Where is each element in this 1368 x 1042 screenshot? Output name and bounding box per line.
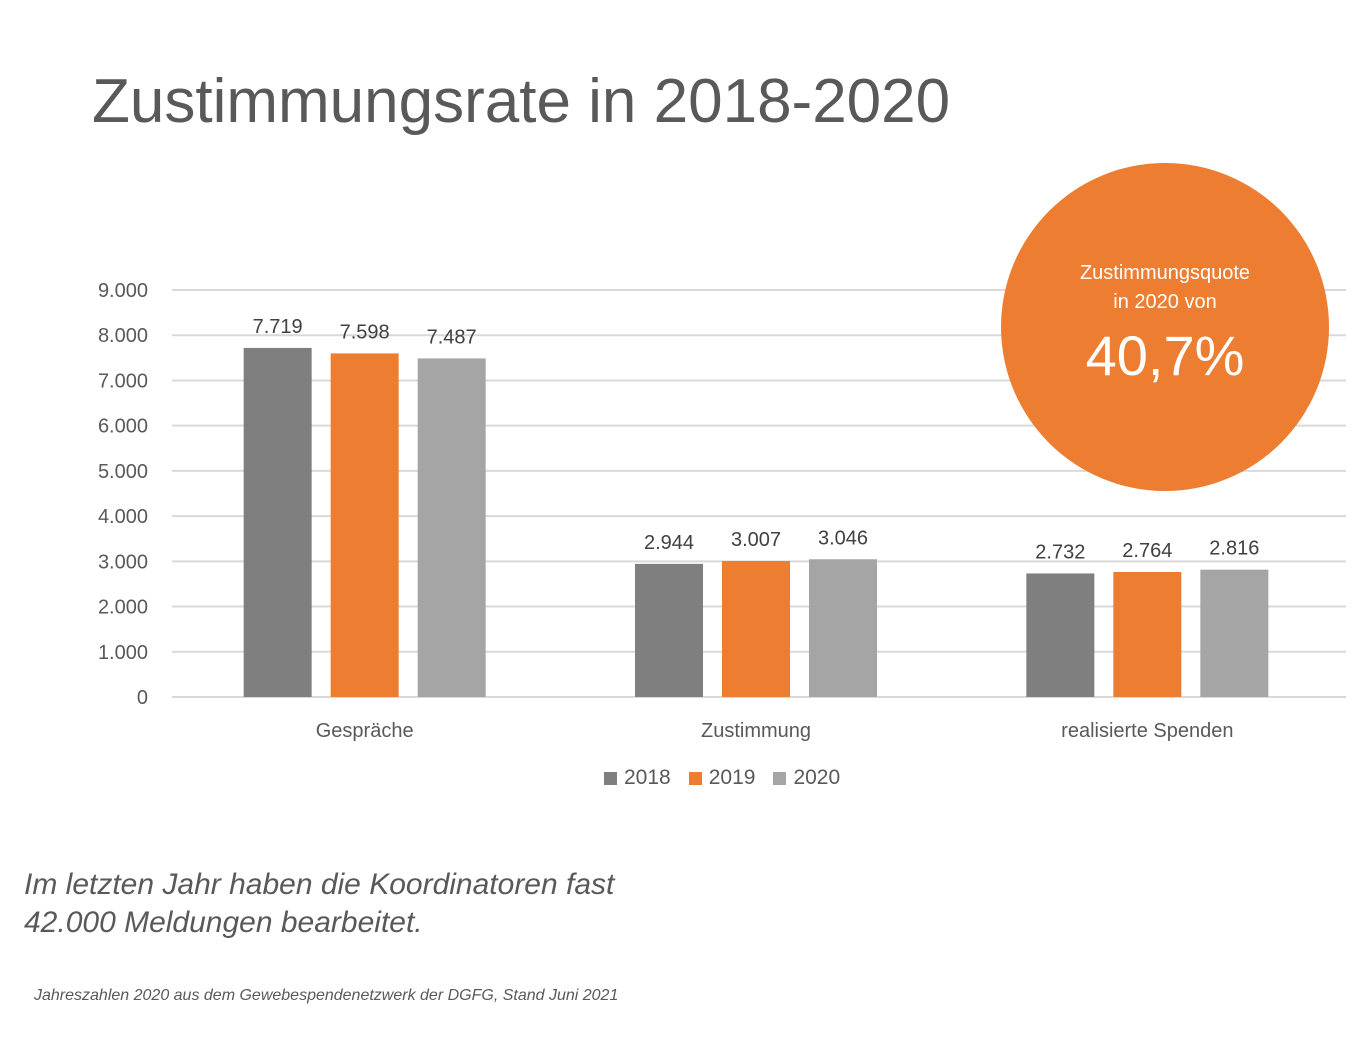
- legend-swatch-2019: [688, 771, 702, 785]
- source-note: Jahreszahlen 2020 aus dem Gewebespendene…: [34, 987, 619, 1004]
- page-title: Zustimmungsrate in 2018-2020: [92, 67, 951, 136]
- bar-2019-1: [722, 561, 790, 697]
- y-tick-label: 1.000: [98, 642, 148, 664]
- note-line1: Im letzten Jahr haben die Koordinatoren …: [24, 868, 615, 901]
- callout-circle: Zustimmungsquote in 2020 von 40,7%: [1001, 163, 1329, 491]
- bar-2018-2: [1026, 573, 1095, 697]
- note-line2: 42.000 Meldungen bearbeitet.: [24, 906, 423, 939]
- bar-2019-2: [1113, 572, 1182, 697]
- y-tick-label: 7.000: [98, 370, 148, 392]
- data-label: 2.944: [644, 532, 694, 554]
- y-tick-label: 2.000: [98, 597, 148, 619]
- legend-swatch-2020: [773, 771, 787, 785]
- data-label: 3.046: [818, 527, 868, 549]
- data-label: 2.732: [1035, 541, 1085, 563]
- y-tick-label: 4.000: [98, 506, 148, 528]
- bar-2020-2: [1200, 569, 1269, 697]
- legend-swatch-2018: [604, 771, 617, 785]
- data-label: 2.764: [1122, 540, 1172, 562]
- callout-line1: Zustimmungsquote: [1079, 262, 1251, 284]
- bar-2018-1: [635, 563, 703, 697]
- callout-line2: in 2020 von: [1113, 291, 1217, 313]
- callout-value: 40,7%: [1085, 324, 1245, 387]
- legend-label-2019: 2019: [708, 766, 756, 789]
- bar-2020-1: [809, 559, 877, 697]
- y-tick-label: 0: [137, 687, 148, 709]
- x-category-label: Gespräche: [316, 720, 414, 742]
- y-tick-label: 9.000: [98, 280, 148, 302]
- bar-2019-0: [330, 353, 399, 697]
- bar-2020-0: [417, 358, 486, 697]
- legend-item-2018: 2018: [604, 766, 671, 790]
- x-category-label: Zustimmung: [701, 720, 811, 742]
- legend-item-2019: 2019: [688, 766, 756, 790]
- y-tick-label: 3.000: [98, 551, 148, 573]
- data-label: 2.816: [1209, 538, 1259, 560]
- data-label: 7.487: [427, 326, 477, 348]
- chart-legend: 2018 2019 2020: [604, 766, 840, 790]
- data-label: 7.598: [340, 321, 390, 343]
- bar-2018-0: [243, 347, 312, 697]
- callout-label: Zustimmungsquote in 2020 von: [1001, 259, 1329, 317]
- data-label: 7.719: [253, 316, 303, 338]
- data-label: 3.007: [731, 529, 781, 551]
- y-tick-label: 5.000: [98, 461, 148, 483]
- legend-label-2018: 2018: [624, 766, 671, 789]
- y-tick-label: 8.000: [98, 325, 148, 347]
- summary-note: Im letzten Jahr haben die Koordinatoren …: [24, 866, 614, 942]
- x-category-label: realisierte Spenden: [1061, 720, 1233, 742]
- legend-label-2020: 2020: [793, 766, 841, 789]
- y-tick-label: 6.000: [98, 416, 148, 438]
- legend-item-2020: 2020: [773, 766, 840, 790]
